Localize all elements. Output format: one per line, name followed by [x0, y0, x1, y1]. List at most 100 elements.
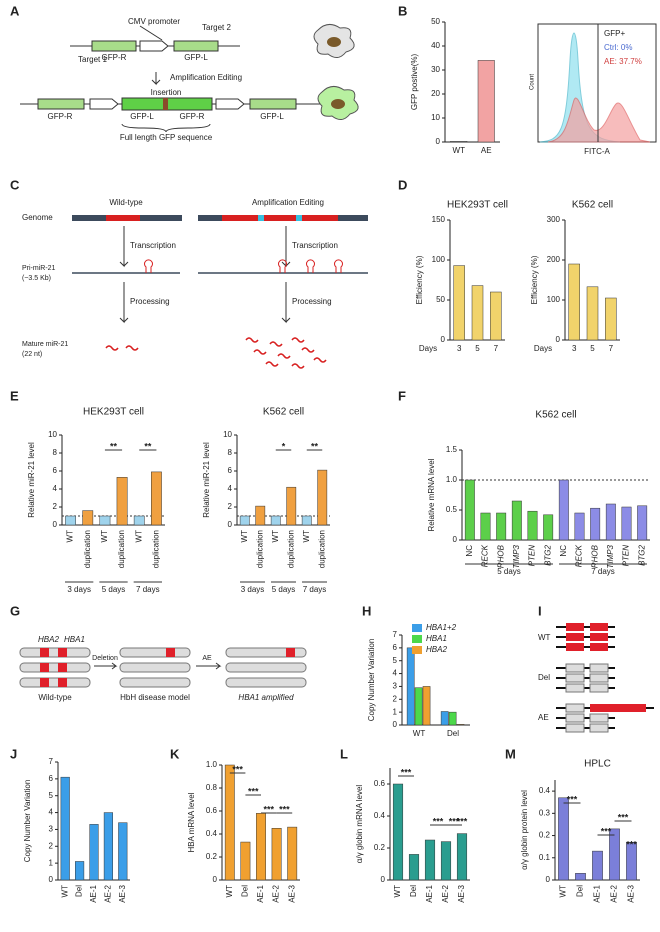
- chromosome: [19, 677, 91, 688]
- y-tick-label: 3: [393, 682, 398, 691]
- bar: [440, 841, 452, 881]
- y-tick-label: 1.5: [446, 445, 458, 454]
- gene: [40, 648, 49, 657]
- x-tick-label: PTEN: [528, 545, 537, 567]
- chromosome: [119, 647, 191, 658]
- y-tick-label: 0: [381, 875, 386, 884]
- panel-label: H: [362, 603, 371, 618]
- label: Wild-type: [38, 693, 72, 702]
- y-tick-label: 6: [228, 466, 233, 475]
- sig-label: ***: [248, 786, 259, 796]
- mir-locus: [302, 215, 338, 221]
- gene: [58, 663, 67, 672]
- bar: [450, 141, 468, 143]
- sig-label: ***: [232, 764, 243, 774]
- y-axis-label: α/γ globin mRNA level: [355, 785, 364, 864]
- panel-label: D: [398, 177, 407, 192]
- x-tick-label: AE-3: [118, 884, 127, 902]
- bar: [317, 469, 328, 526]
- x-tick-label: Del: [241, 885, 250, 897]
- panel-label: M: [505, 746, 516, 761]
- y-tick-label: 2: [53, 502, 58, 511]
- x-tick-label: 3: [457, 344, 462, 353]
- bar: [408, 854, 420, 881]
- y-tick-label: 0: [441, 335, 446, 344]
- label: Insertion: [151, 88, 182, 97]
- bar: [453, 265, 465, 341]
- gene: [286, 648, 295, 657]
- y-tick-label: 1.0: [206, 760, 218, 769]
- nucleus: [331, 99, 345, 109]
- y-tick-label: 8: [53, 448, 58, 457]
- bar: [568, 263, 580, 341]
- mir-locus: [222, 215, 258, 221]
- y-tick-label: 0.2: [206, 852, 218, 861]
- y-tick-label: 7: [393, 630, 398, 639]
- x-tick-label: NC: [559, 545, 568, 557]
- x-tick-label: WT: [559, 885, 568, 898]
- x-tick-label: Del: [447, 729, 459, 738]
- panel-label: K: [170, 746, 180, 761]
- x-tick-label: BTG2: [637, 544, 646, 565]
- bar: [133, 515, 145, 526]
- label: HBA1: [64, 635, 85, 644]
- bar: [103, 812, 113, 881]
- x-tick-label: duplication: [83, 530, 92, 568]
- sig-label: ***: [279, 804, 290, 814]
- label: Target 1: [78, 55, 107, 64]
- label: Pri-miR-21: [22, 265, 56, 272]
- bar: [490, 291, 502, 341]
- x-tick-label: WT: [302, 530, 311, 543]
- panel-label: J: [10, 746, 17, 761]
- chromosome: [19, 647, 91, 658]
- bar: [422, 686, 431, 726]
- y-axis-label: Relative mRNA level: [427, 458, 436, 531]
- bar: [256, 813, 266, 881]
- panel-label: I: [538, 603, 542, 618]
- bar: [75, 861, 85, 881]
- bar: [440, 711, 449, 726]
- bar: [477, 60, 495, 143]
- bar: [151, 471, 162, 526]
- x-tick-label: BTG2: [543, 544, 552, 565]
- chart-title: HEK293T cell: [447, 200, 508, 211]
- y-tick-label: 1.0: [446, 475, 458, 484]
- bar: [605, 503, 616, 541]
- chromosome: [225, 662, 307, 673]
- y-tick-label: 5: [49, 791, 54, 800]
- y-tick-label: 100: [432, 255, 446, 264]
- sig-label: ***: [601, 826, 612, 836]
- bar: [543, 514, 554, 541]
- label: Processing: [292, 297, 332, 306]
- label: Full length GFP sequence: [120, 133, 213, 142]
- x-tick-label: Del: [75, 885, 84, 897]
- x-tick-label: AE-2: [441, 884, 450, 902]
- bar: [270, 515, 281, 526]
- gene: [58, 648, 67, 657]
- x-tick-label: WT: [413, 729, 426, 738]
- bar: [99, 515, 111, 526]
- gfp-box: [91, 40, 137, 52]
- y-tick-label: 0.5: [446, 505, 458, 514]
- chromosome: [119, 662, 191, 673]
- panel-label: E: [10, 388, 19, 403]
- x-tick-label: duplication: [286, 530, 295, 568]
- y-tick-label: 0: [556, 335, 561, 344]
- y-tick-label: 20: [431, 89, 440, 98]
- group-label: 7 days: [303, 585, 327, 594]
- bar: [575, 873, 586, 881]
- x-tick-label: WT: [225, 885, 234, 898]
- linker: [296, 215, 302, 221]
- mir-locus: [106, 215, 140, 221]
- sig-label: ***: [457, 816, 468, 826]
- legend-label: HBA1+2: [426, 623, 457, 632]
- x-axis-label: FITC-A: [584, 147, 610, 156]
- panel-a: CMV promoter Target 2 Target 1 GFP-R GFP…: [20, 17, 359, 142]
- x-axis-label: Days: [534, 344, 552, 353]
- label: GFP+: [604, 29, 625, 38]
- sig-label: ***: [567, 794, 578, 804]
- x-tick-label: AE: [481, 146, 492, 155]
- gene: [40, 678, 49, 687]
- label: Amplification Editing: [170, 73, 242, 82]
